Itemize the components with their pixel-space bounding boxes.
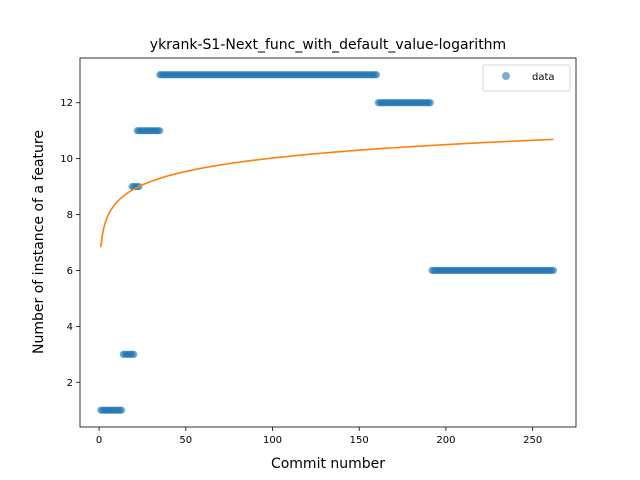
legend: data: [482, 64, 571, 92]
x-tick-label: 150: [350, 435, 369, 446]
data-point: [372, 71, 381, 79]
legend-marker-data: [502, 72, 510, 80]
legend-frame: [482, 64, 571, 92]
data-point: [130, 350, 138, 358]
y-tick-label: 8: [67, 210, 73, 221]
x-tick-label: 0: [96, 435, 102, 446]
x-tick-label: 200: [436, 435, 455, 446]
fit-line: [100, 138, 554, 248]
plot-frame: [79, 57, 577, 428]
chart-title: ykrank-S1-Next_func_with_default_value-l…: [150, 37, 506, 53]
y-tick-label: 2: [67, 378, 73, 389]
y-tick-label: 4: [67, 322, 73, 333]
x-tick-label: 250: [523, 435, 542, 446]
y-tick-label: 12: [60, 98, 73, 109]
legend-label-data: data: [532, 72, 555, 83]
y-axis-label: Number of instance of a feature: [31, 130, 47, 354]
x-tick-label: 100: [263, 435, 282, 446]
data-point: [426, 99, 434, 107]
data-points: [97, 71, 558, 414]
x-axis-label: Commit number: [271, 456, 385, 472]
data-point: [549, 266, 558, 275]
y-axis-ticks: 2 4 6 8 10 12: [60, 98, 80, 389]
fit-line-layer: [100, 138, 554, 248]
data-point: [118, 406, 126, 414]
y-tick-label: 6: [67, 266, 73, 277]
x-axis-ticks: 0 50 100 150 200 250: [96, 427, 542, 446]
x-tick-label: 50: [179, 435, 192, 446]
y-tick-label: 10: [60, 154, 73, 165]
data-point: [156, 127, 164, 135]
